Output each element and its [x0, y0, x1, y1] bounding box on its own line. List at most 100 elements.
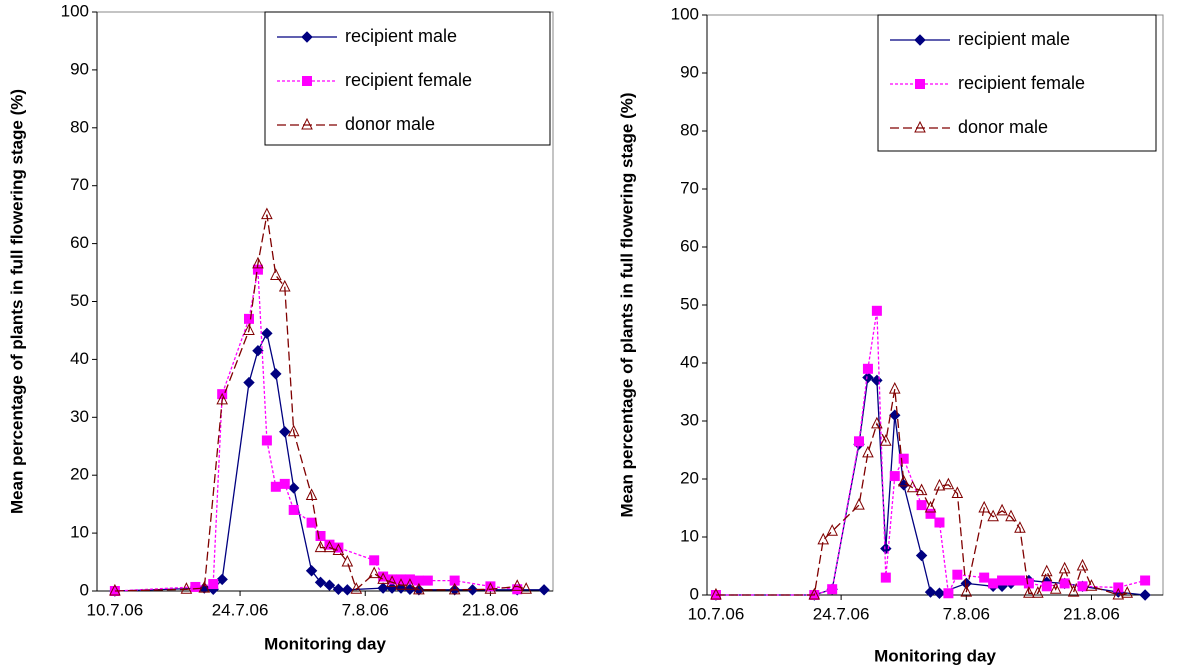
legend-label: donor male [958, 117, 1048, 137]
marker [1005, 509, 1017, 522]
marker [252, 345, 264, 357]
marker [952, 569, 963, 580]
legend-box [264, 11, 551, 146]
marker [332, 543, 345, 555]
y-tick-label: 80 [680, 120, 699, 139]
marker [252, 256, 264, 269]
marker [853, 497, 865, 510]
marker [413, 582, 425, 595]
marker [960, 577, 973, 590]
marker [387, 574, 398, 585]
y-tick-label: 20 [70, 465, 89, 484]
marker [270, 268, 282, 280]
marker [369, 555, 380, 566]
y-tick-label: 0 [80, 580, 89, 599]
marker [302, 76, 312, 86]
y-tick-label: 50 [70, 291, 89, 310]
y-tick-label: 80 [70, 117, 89, 136]
marker [942, 477, 955, 490]
y-tick-label: 60 [680, 236, 699, 255]
x-axis-title: Monitoring day [874, 646, 996, 665]
marker [305, 488, 318, 500]
marker [368, 566, 380, 579]
marker [1121, 586, 1134, 598]
x-tick-label: 10.7.06 [688, 604, 745, 623]
y-axis-title: Mean percentage of plants in full flower… [617, 92, 636, 517]
marker [1023, 578, 1034, 589]
marker [924, 586, 937, 598]
marker [279, 426, 291, 438]
marker [1085, 579, 1098, 591]
marker [827, 584, 838, 595]
marker [880, 572, 891, 583]
marker [216, 573, 228, 586]
marker [278, 279, 291, 292]
series-line [715, 376, 1146, 596]
y-tick-label: 30 [70, 407, 89, 426]
marker [943, 588, 954, 599]
y-tick-label: 100 [671, 4, 699, 23]
panel: 0 10 20 30 40 50 60 70 80 90 100 10.7.06 24.7.06 7.8.… [7, 1, 554, 653]
marker [422, 575, 433, 586]
marker [826, 524, 838, 536]
x-axis-title: Monitoring day [264, 634, 386, 653]
marker [252, 264, 263, 275]
marker [449, 575, 460, 586]
marker [520, 582, 532, 594]
marker [243, 323, 255, 335]
marker [341, 584, 354, 596]
marker [1049, 582, 1062, 594]
legend: recipient male recipient female donor male [264, 11, 551, 146]
marker [1023, 586, 1035, 598]
marker [925, 508, 936, 519]
legend-label: recipient male [345, 26, 457, 46]
marker [306, 517, 317, 528]
marker [404, 578, 416, 590]
panel: 0 10 20 30 40 50 60 70 80 90 100 10.7.06 24.7.06 7.8.… [617, 4, 1164, 665]
marker [871, 305, 882, 316]
marker [279, 478, 290, 489]
marker [270, 368, 282, 380]
marker [1077, 581, 1088, 592]
y-tick-label: 30 [680, 410, 699, 429]
marker [198, 580, 211, 593]
y-tick-label: 70 [70, 175, 89, 194]
marker [889, 409, 901, 421]
marker [377, 572, 389, 584]
x-tick-label: 10.7.06 [87, 600, 144, 619]
marker [1058, 561, 1071, 574]
marker [341, 554, 354, 567]
marker [216, 392, 228, 405]
marker [889, 471, 900, 482]
marker [915, 483, 928, 496]
marker [933, 587, 946, 599]
marker [933, 478, 946, 491]
marker [880, 542, 892, 555]
marker [244, 313, 254, 324]
marker [332, 583, 345, 595]
marker [915, 79, 925, 89]
series-line [114, 269, 518, 592]
marker [180, 582, 193, 594]
marker [1139, 589, 1151, 601]
y-tick-label: 10 [680, 526, 699, 545]
marker [996, 503, 1008, 516]
marker [987, 509, 999, 522]
marker [243, 376, 255, 389]
marker [988, 578, 999, 589]
x-tick-label: 7.8.06 [943, 604, 990, 623]
marker [914, 34, 926, 46]
marker [1140, 575, 1151, 586]
marker [710, 587, 722, 600]
marker [512, 584, 523, 595]
marker [466, 584, 479, 596]
series-line [114, 214, 527, 592]
y-axis-title: Mean percentage of plants in full flower… [7, 89, 26, 514]
marker [1113, 582, 1124, 593]
marker [854, 436, 864, 447]
marker [1032, 586, 1044, 598]
y-tick-label: 20 [680, 468, 699, 487]
marker [979, 572, 990, 583]
marker [413, 575, 424, 586]
legend-label: recipient female [958, 73, 1085, 93]
